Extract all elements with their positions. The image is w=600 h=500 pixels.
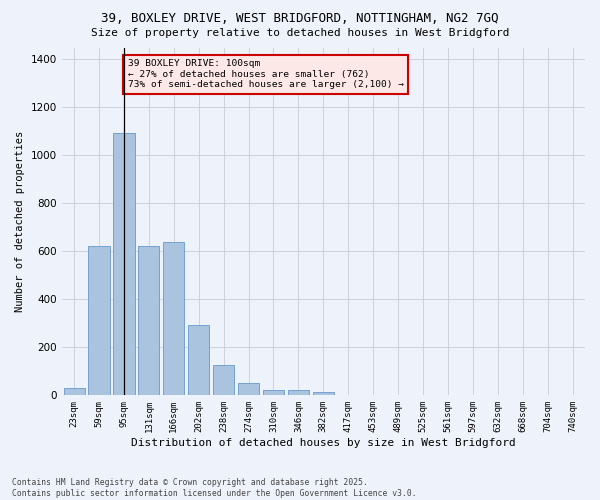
Bar	[138, 246, 160, 395]
Bar	[88, 246, 110, 395]
Bar	[213, 365, 234, 395]
Bar	[163, 242, 184, 395]
Text: Size of property relative to detached houses in West Bridgford: Size of property relative to detached ho…	[91, 28, 509, 38]
Bar	[188, 326, 209, 395]
Bar	[313, 392, 334, 395]
Bar	[288, 390, 309, 395]
X-axis label: Distribution of detached houses by size in West Bridgford: Distribution of detached houses by size …	[131, 438, 516, 448]
Bar	[263, 390, 284, 395]
Bar	[64, 388, 85, 395]
Text: 39 BOXLEY DRIVE: 100sqm
← 27% of detached houses are smaller (762)
73% of semi-d: 39 BOXLEY DRIVE: 100sqm ← 27% of detache…	[128, 60, 404, 90]
Bar	[113, 132, 134, 395]
Text: Contains HM Land Registry data © Crown copyright and database right 2025.
Contai: Contains HM Land Registry data © Crown c…	[12, 478, 416, 498]
Text: 39, BOXLEY DRIVE, WEST BRIDGFORD, NOTTINGHAM, NG2 7GQ: 39, BOXLEY DRIVE, WEST BRIDGFORD, NOTTIN…	[101, 12, 499, 26]
Bar	[238, 384, 259, 395]
Y-axis label: Number of detached properties: Number of detached properties	[15, 130, 25, 312]
